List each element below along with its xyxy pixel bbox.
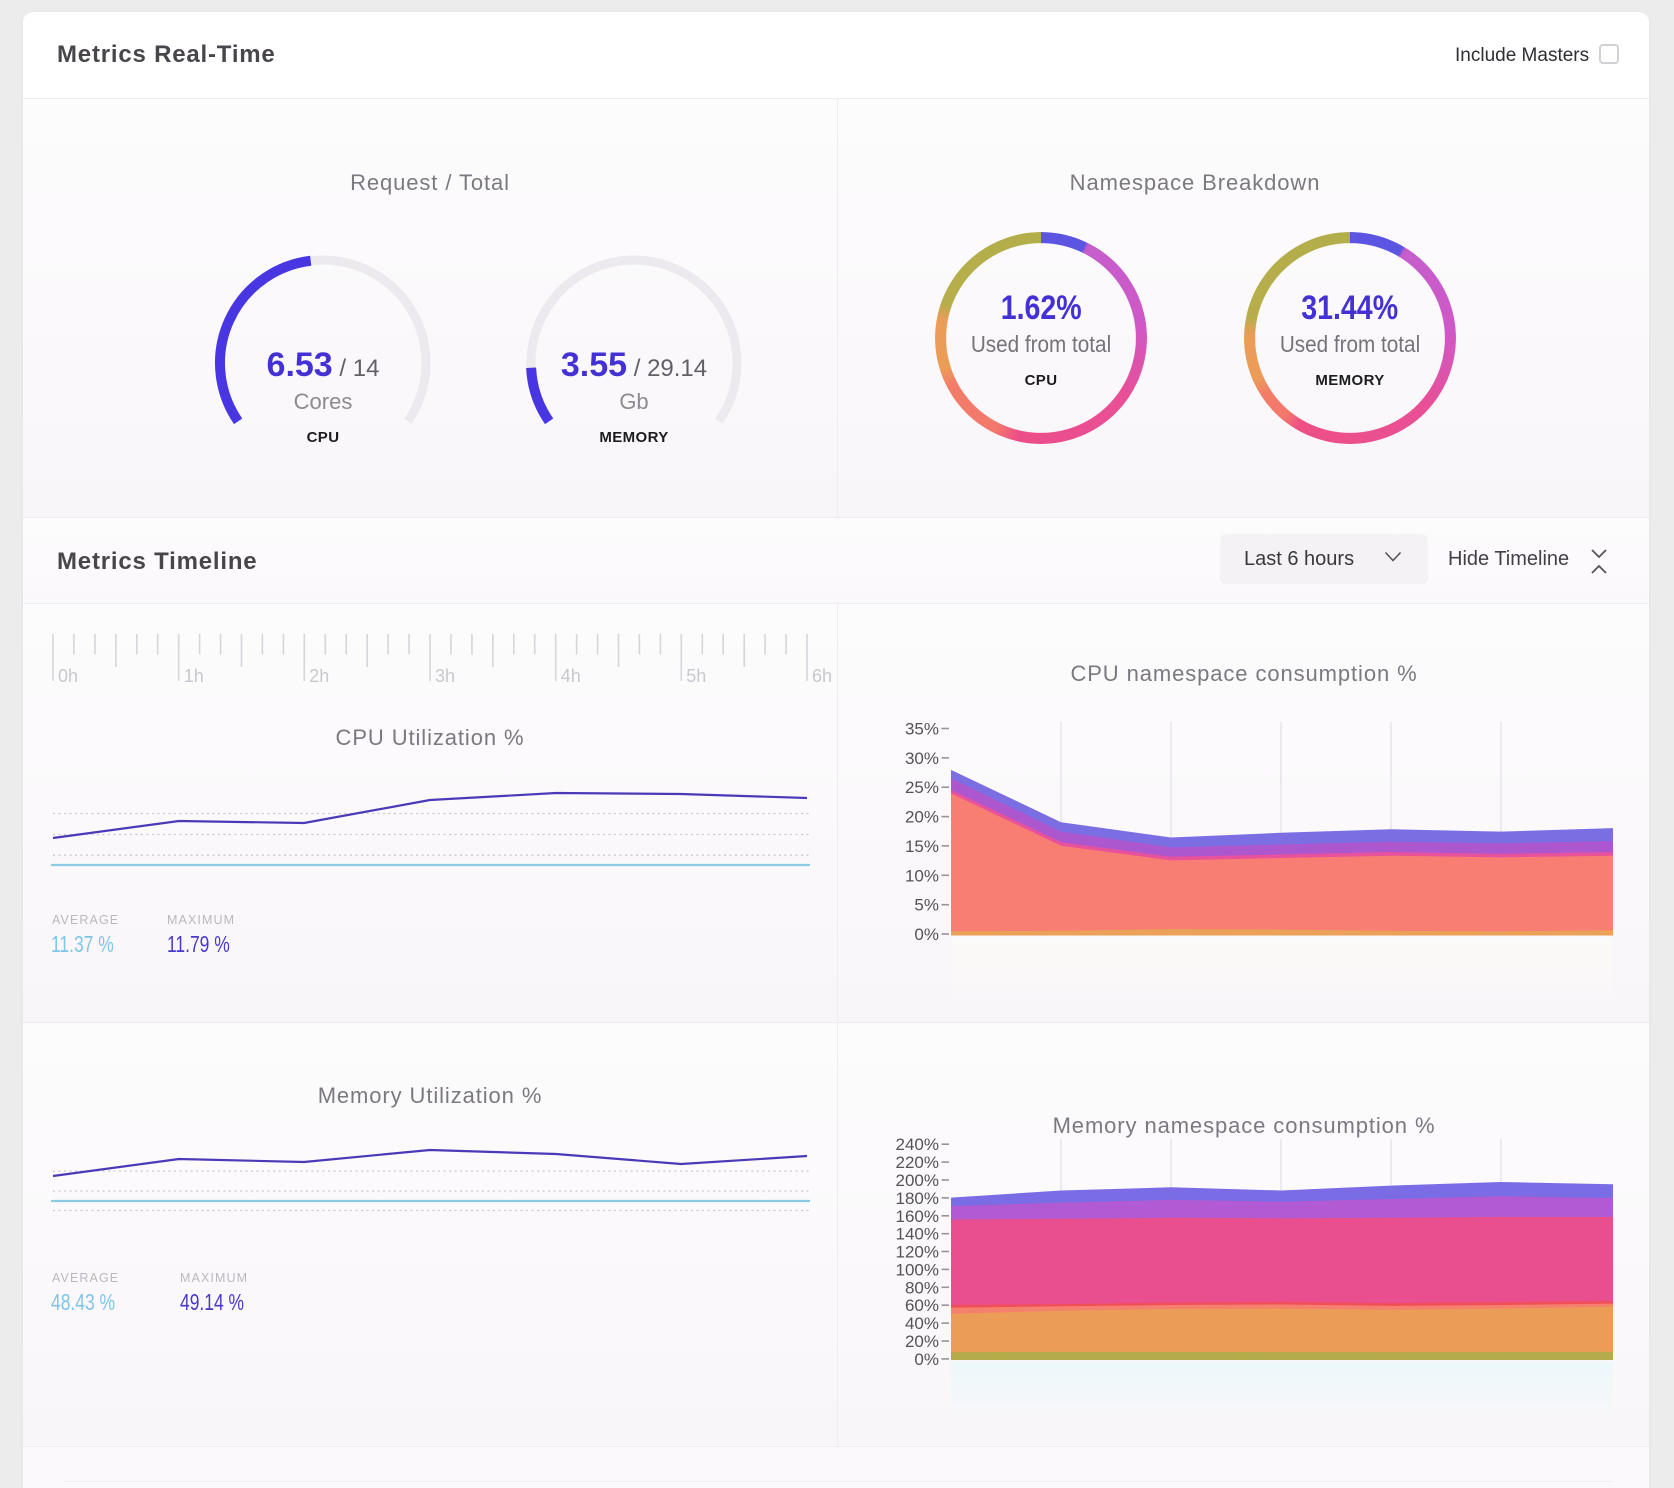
svg-text:AVERAGE: AVERAGE bbox=[52, 913, 119, 927]
svg-text:30%: 30% bbox=[905, 749, 939, 768]
svg-text:49.14 %: 49.14 % bbox=[180, 1291, 244, 1316]
svg-text:MAXIMUM: MAXIMUM bbox=[180, 1271, 248, 1285]
svg-text:140%: 140% bbox=[896, 1225, 939, 1244]
svg-text:220%: 220% bbox=[896, 1153, 939, 1172]
svg-text:0h: 0h bbox=[58, 666, 78, 686]
svg-text:4h: 4h bbox=[561, 666, 581, 686]
svg-text:160%: 160% bbox=[896, 1207, 939, 1226]
svg-text:60%: 60% bbox=[905, 1296, 939, 1315]
svg-text:AVERAGE: AVERAGE bbox=[52, 1271, 119, 1285]
svg-text:240%: 240% bbox=[896, 1135, 939, 1154]
svg-text:35%: 35% bbox=[905, 720, 939, 739]
svg-text:6h: 6h bbox=[812, 666, 832, 686]
svg-text:MAXIMUM: MAXIMUM bbox=[167, 913, 235, 927]
svg-text:48.43 %: 48.43 % bbox=[51, 1291, 115, 1316]
svg-text:180%: 180% bbox=[896, 1189, 939, 1208]
svg-text:11.79 %: 11.79 % bbox=[167, 933, 230, 958]
svg-text:0%: 0% bbox=[914, 925, 939, 944]
svg-text:200%: 200% bbox=[896, 1171, 939, 1190]
svg-text:10%: 10% bbox=[905, 866, 939, 885]
svg-text:40%: 40% bbox=[905, 1314, 939, 1333]
svg-text:120%: 120% bbox=[896, 1243, 939, 1262]
svg-text:11.37 %: 11.37 % bbox=[51, 933, 114, 958]
svg-text:15%: 15% bbox=[905, 837, 939, 856]
svg-text:5%: 5% bbox=[914, 896, 939, 915]
svg-text:20%: 20% bbox=[905, 808, 939, 827]
svg-text:100%: 100% bbox=[896, 1260, 939, 1279]
svg-text:2h: 2h bbox=[309, 666, 329, 686]
svg-text:1h: 1h bbox=[184, 666, 204, 686]
svg-text:80%: 80% bbox=[905, 1278, 939, 1297]
svg-text:0%: 0% bbox=[914, 1350, 939, 1369]
svg-text:5h: 5h bbox=[686, 666, 706, 686]
svg-text:25%: 25% bbox=[905, 778, 939, 797]
svg-text:20%: 20% bbox=[905, 1332, 939, 1351]
svg-text:3h: 3h bbox=[435, 666, 455, 686]
